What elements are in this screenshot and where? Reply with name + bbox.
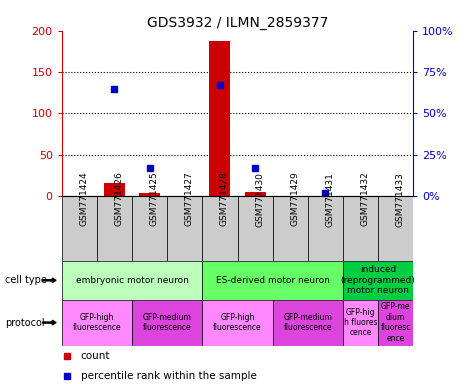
Bar	[97, 196, 132, 261]
Text: percentile rank within the sample: percentile rank within the sample	[81, 371, 256, 381]
Bar	[132, 300, 202, 346]
Bar	[343, 196, 378, 261]
Bar	[132, 196, 167, 261]
Bar	[378, 300, 413, 346]
Text: GFP-hig
h fluores
cence: GFP-hig h fluores cence	[344, 308, 377, 338]
Text: GFP-high
fluorescence: GFP-high fluorescence	[213, 313, 262, 332]
Bar	[209, 41, 230, 196]
Text: protocol: protocol	[5, 318, 44, 328]
Text: GSM771430: GSM771430	[255, 172, 264, 227]
Bar	[378, 196, 413, 261]
Bar	[167, 196, 202, 261]
Bar	[62, 300, 132, 346]
Bar	[343, 300, 378, 346]
Text: GSM771427: GSM771427	[185, 172, 194, 227]
Text: cell type: cell type	[5, 275, 47, 285]
Bar	[139, 194, 160, 196]
Text: GSM771428: GSM771428	[220, 172, 229, 227]
Text: GSM771429: GSM771429	[290, 172, 299, 227]
Bar	[273, 196, 308, 261]
Text: induced
(reprogrammed)
motor neuron: induced (reprogrammed) motor neuron	[341, 265, 416, 295]
Text: ES-derived motor neuron: ES-derived motor neuron	[216, 276, 330, 285]
Text: GFP-medium
fluorescence: GFP-medium fluorescence	[284, 313, 332, 332]
Text: GSM771426: GSM771426	[114, 172, 124, 227]
Text: GFP-medium
fluorescence: GFP-medium fluorescence	[143, 313, 191, 332]
Text: GSM771424: GSM771424	[79, 172, 88, 227]
Text: embryonic motor neuron: embryonic motor neuron	[76, 276, 189, 285]
Bar	[343, 261, 413, 300]
Text: GFP-me
dium
fluoresc
ence: GFP-me dium fluoresc ence	[380, 303, 411, 343]
Bar	[202, 261, 343, 300]
Bar	[308, 196, 343, 261]
Text: GSM771425: GSM771425	[150, 172, 159, 227]
Bar	[62, 196, 97, 261]
Bar	[62, 261, 202, 300]
Text: GSM771431: GSM771431	[325, 172, 334, 227]
Bar	[202, 300, 273, 346]
Text: GSM771432: GSM771432	[361, 172, 370, 227]
Bar	[273, 300, 343, 346]
Text: count: count	[81, 351, 110, 361]
Bar	[202, 196, 238, 261]
Text: GFP-high
fluorescence: GFP-high fluorescence	[73, 313, 121, 332]
Bar	[238, 196, 273, 261]
Title: GDS3932 / ILMN_2859377: GDS3932 / ILMN_2859377	[147, 16, 328, 30]
Bar	[104, 184, 125, 196]
Text: GSM771433: GSM771433	[396, 172, 405, 227]
Bar	[245, 192, 266, 196]
